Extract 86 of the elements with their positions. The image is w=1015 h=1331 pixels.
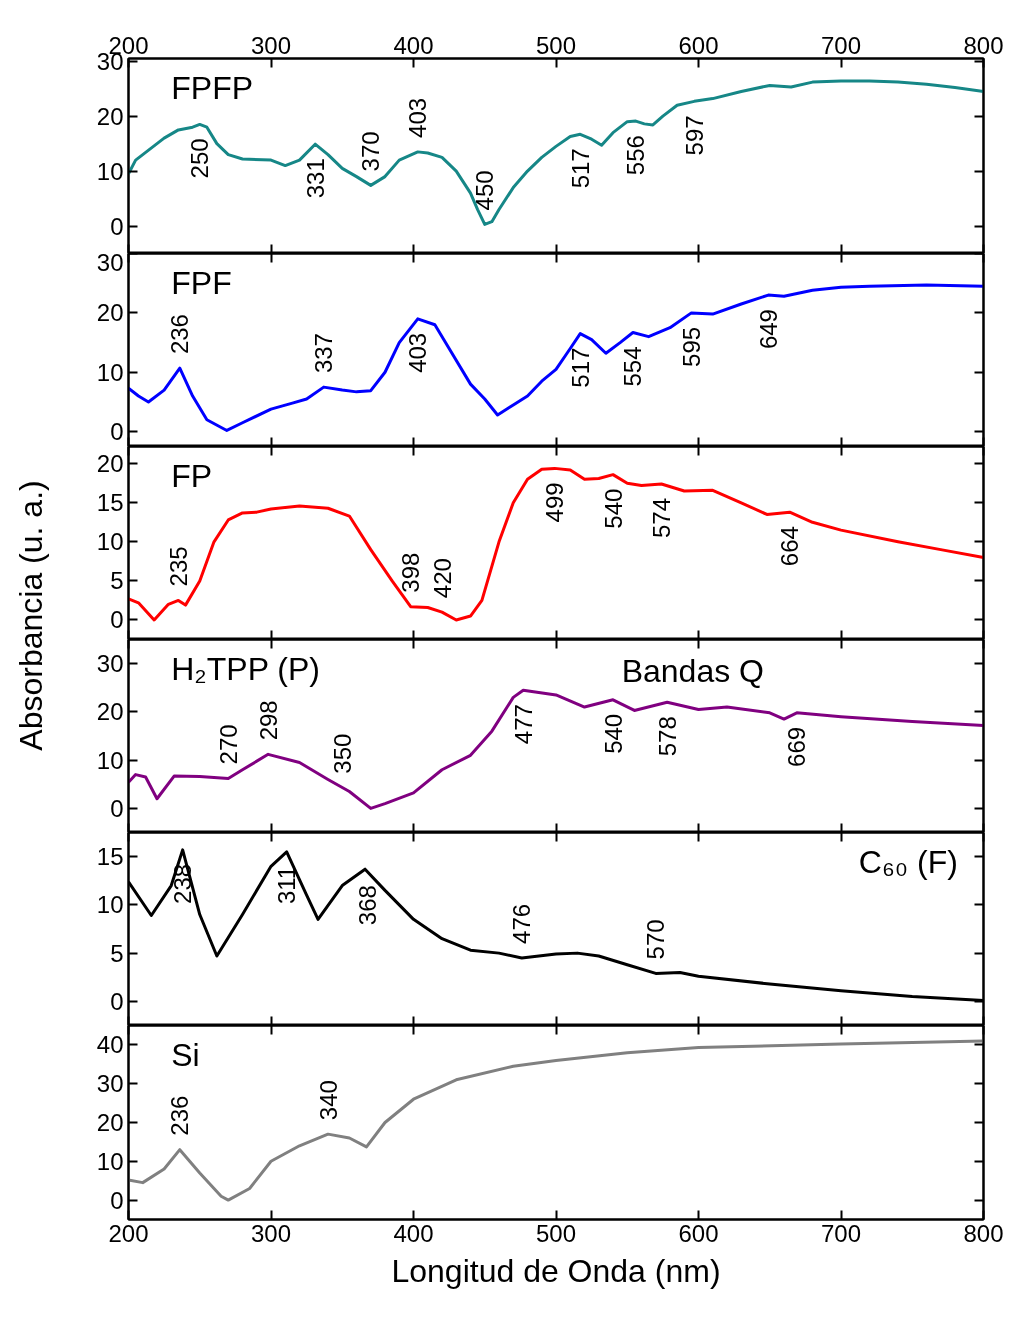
x-tick-label: 500 [535,1219,577,1247]
y-tick-label: 15 [96,843,124,871]
annotation: 236 [166,1095,194,1136]
y-tick-label: 20 [96,102,124,130]
annotation: 398 [397,552,425,593]
x-tick-label: 600 [678,1219,719,1247]
text: H₂TPP (P) [171,651,320,688]
y-tick-label: 20 [96,299,124,327]
y-tick-label: 15 [96,489,124,517]
y-tick-label: 30 [96,248,124,276]
annotation: 556 [622,135,650,176]
annotation: 311 [273,865,301,905]
annotation: Bandas Q [621,653,764,690]
annotation: 578 [653,716,681,757]
annotation: 669 [783,726,811,767]
annotation: 370 [357,131,385,172]
annotation: 403 [404,332,432,373]
y-tick-label: 10 [96,358,124,386]
legend-label: C₆₀ (F) [858,844,958,881]
x2-tick-label: 700 [820,31,862,59]
annotation: 368 [354,885,382,926]
y-tick-label: 10 [96,528,124,556]
y-tick-label: 5 [110,939,124,967]
x-axis-title: Longitud de Onda (nm) [391,1252,721,1289]
annotation: 664 [776,526,804,567]
line-series [128,466,984,622]
y-tick-label: 0 [110,987,124,1015]
annotation: 235 [164,546,192,587]
y-tick-label: 10 [96,746,124,774]
x-tick-label: 300 [250,1219,292,1247]
x-tick-label: 700 [820,1219,862,1247]
annotation: 499 [541,482,569,523]
annotation: 554 [619,346,647,387]
y-tick-label: 20 [96,1109,124,1136]
line-series [128,1039,984,1202]
annotation: 450 [471,170,499,211]
annotation: 540 [599,488,627,529]
x2-tick-label: 800 [963,31,1004,59]
annotation: 517 [566,347,594,388]
annotation: 298 [254,700,282,741]
text: Si [171,1037,200,1074]
text: FPF [171,265,232,302]
y-tick-label: 0 [110,1186,124,1214]
annotation: 517 [566,148,594,189]
y-tick-label: 20 [96,698,124,726]
y-tick-label: 0 [110,212,124,240]
y-tick-label: 10 [96,891,124,919]
y-tick-label: 5 [110,567,124,595]
annotation: 420 [428,558,456,599]
x2-tick-label: 600 [678,31,719,59]
x-tick-label: 800 [963,1219,1004,1247]
y-tick-label: 30 [96,650,124,678]
annotation: 597 [680,115,708,156]
annotation: 570 [642,919,670,960]
annotation: 477 [509,704,537,745]
series-label: FPFP [171,70,254,107]
annotation: 340 [314,1080,342,1121]
annotation: 649 [754,309,782,350]
x-tick-label: 400 [393,1219,434,1247]
y-tick-label: 10 [96,1147,124,1175]
x-tick-label: 200 [108,1219,149,1247]
annotation: 540 [599,713,627,754]
series-label: FP [171,458,213,495]
y-tick-label: 10 [96,157,124,185]
line-series [128,688,984,810]
annotation: 595 [677,326,705,367]
y-tick-label: 0 [110,794,124,822]
y-tick-label: 40 [96,1031,124,1059]
y-tick-label: 20 [96,450,124,478]
annotation: 331 [301,158,329,199]
x2-tick-label: 300 [250,31,292,59]
annotation: 236 [166,314,194,355]
y-tick-label: 30 [96,1070,124,1098]
line-series [128,79,984,226]
y-tick-label: 0 [110,606,124,634]
annotation: 250 [186,138,214,179]
annotation: 476 [508,903,536,944]
annotation: 270 [214,724,242,765]
annotation: 574 [647,498,675,539]
x2-tick-label: 400 [393,31,434,59]
annotation: 403 [404,97,432,138]
annotation: 350 [328,733,356,774]
y-axis-title: Absorbancia (u. a.) [12,480,49,751]
x2-tick-label: 500 [535,31,577,59]
annotation: 337 [310,333,338,374]
y-tick-label: 0 [110,418,124,446]
